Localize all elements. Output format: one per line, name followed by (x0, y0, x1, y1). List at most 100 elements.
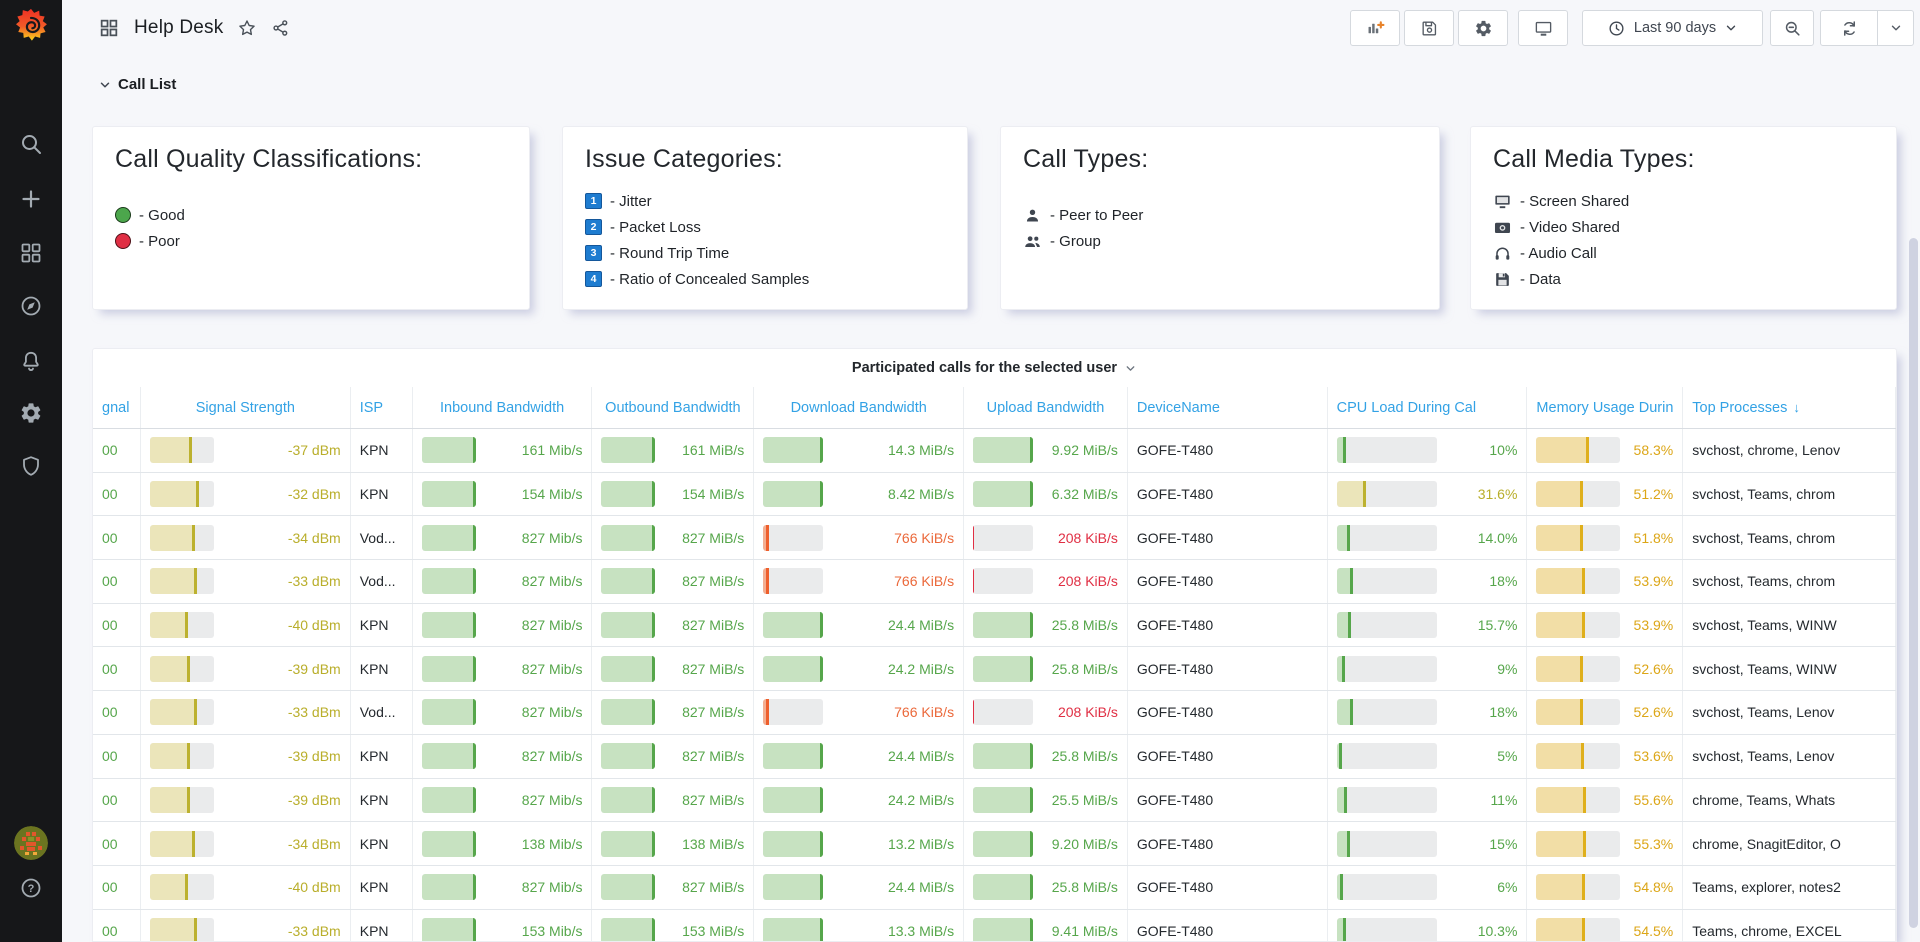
cell-signal: 00 (93, 473, 141, 516)
page-scrollbar[interactable] (1909, 238, 1918, 928)
time-range-picker[interactable]: Last 90 days (1582, 10, 1763, 46)
user-avatar[interactable] (14, 826, 48, 860)
legend-label: - Poor (139, 233, 180, 250)
gauge-bar (601, 699, 655, 725)
legend-label: - Screen Shared (1520, 193, 1629, 210)
cell-signal: 00 (93, 560, 141, 603)
cell-top: svchost, Teams, chrom (1683, 560, 1896, 603)
gauge-bar (422, 656, 476, 682)
cell-memory: 54.8% (1527, 866, 1683, 909)
add-panel-button[interactable] (1350, 10, 1400, 46)
table-header-row: gnalSignal StrengthISPInbound BandwidthO… (93, 387, 1896, 429)
cell-strength: -33 dBm (141, 910, 351, 942)
zoom-out-button[interactable] (1770, 10, 1814, 46)
column-header-memory[interactable]: Memory Usage Durin (1527, 387, 1683, 428)
table-row: 00-37 dBmKPN161 Mib/s161 MiB/s14.3 MiB/s… (93, 429, 1896, 473)
cell-device: GOFE-T480 (1128, 866, 1328, 909)
table-row: 00-39 dBmKPN827 Mib/s827 MiB/s24.4 MiB/s… (93, 735, 1896, 779)
cell-memory: 55.6% (1527, 779, 1683, 822)
dashboard-row-toggle[interactable]: Call List (98, 76, 176, 93)
column-header-inbound[interactable]: Inbound Bandwidth (413, 387, 593, 428)
dashboards-icon[interactable] (19, 241, 43, 265)
share-icon[interactable] (271, 18, 291, 38)
server-admin-shield-icon[interactable] (19, 454, 43, 478)
gauge-bar (1536, 743, 1620, 769)
column-header-top[interactable]: Top Processes↓ (1683, 387, 1896, 428)
gauge-bar (150, 481, 214, 507)
gauge-bar (422, 699, 476, 725)
gauge-bar (601, 831, 655, 857)
legend-item: - Good (115, 202, 507, 228)
column-header-download[interactable]: Download Bandwidth (754, 387, 964, 428)
cell-signal: 00 (93, 516, 141, 559)
column-header-outbound[interactable]: Outbound Bandwidth (592, 387, 754, 428)
cycle-view-mode-button[interactable] (1518, 10, 1568, 46)
help-icon[interactable]: ? (19, 876, 43, 900)
configuration-gear-icon[interactable] (19, 401, 43, 425)
cell-isp: KPN (351, 779, 413, 822)
legend-item: - Video Shared (1493, 214, 1874, 240)
gauge-bar (422, 437, 476, 463)
save-dashboard-button[interactable] (1404, 10, 1454, 46)
cell-cpu: 6% (1328, 866, 1528, 909)
cell-download: 766 KiB/s (754, 560, 964, 603)
legend-label: - Data (1520, 271, 1561, 288)
star-icon[interactable] (237, 18, 257, 38)
cell-isp: Vod... (351, 691, 413, 734)
cell-download: 13.3 MiB/s (754, 910, 964, 942)
grafana-logo[interactable] (11, 7, 51, 47)
gauge-bar (601, 568, 655, 594)
table-row: 00-40 dBmKPN827 Mib/s827 MiB/s24.4 MiB/s… (93, 866, 1896, 910)
column-header-cpu[interactable]: CPU Load During Cal (1328, 387, 1528, 428)
cell-isp: KPN (351, 735, 413, 778)
gauge-bar (973, 656, 1033, 682)
cell-inbound: 827 Mib/s (413, 516, 593, 559)
cell-upload: 25.5 MiB/s (964, 779, 1128, 822)
cell-outbound: 827 MiB/s (592, 691, 754, 734)
column-header-upload[interactable]: Upload Bandwidth (964, 387, 1128, 428)
panel-menu-caret-icon[interactable] (1124, 362, 1137, 375)
dashboard-settings-button[interactable] (1458, 10, 1508, 46)
column-header-isp[interactable]: ISP (351, 387, 413, 428)
explore-compass-icon[interactable] (19, 294, 43, 318)
column-header-strength[interactable]: Signal Strength (141, 387, 351, 428)
table-panel-title: Participated calls for the selected user (852, 360, 1117, 376)
panel-title: Call Types: (1023, 145, 1417, 174)
legend-item: 1- Jitter (585, 188, 945, 214)
gauge-bar (973, 437, 1033, 463)
alerting-bell-icon[interactable] (19, 349, 43, 373)
legend-label: - Video Shared (1520, 219, 1620, 236)
gauge-bar (150, 743, 214, 769)
issue-badge-2-icon: 2 (585, 219, 602, 235)
legend-label: - Round Trip Time (610, 245, 729, 262)
gauge-bar (1337, 699, 1437, 725)
cell-upload: 6.32 MiB/s (964, 473, 1128, 516)
cell-top: Teams, explorer, notes2 (1683, 866, 1896, 909)
gauge-bar (1536, 525, 1620, 551)
cell-cpu: 15.7% (1328, 604, 1528, 647)
gauge-bar (150, 656, 214, 682)
legend-label: - Audio Call (1520, 245, 1597, 262)
cell-upload: 9.41 MiB/s (964, 910, 1128, 942)
issue-badge-4-icon: 4 (585, 271, 602, 287)
gauge-bar (1337, 525, 1437, 551)
cell-inbound: 154 Mib/s (413, 473, 593, 516)
gauge-bar (763, 918, 823, 942)
cell-inbound: 827 Mib/s (413, 560, 593, 603)
gauge-bar (763, 743, 823, 769)
cell-device: GOFE-T480 (1128, 779, 1328, 822)
cell-isp: KPN (351, 473, 413, 516)
gauge-bar (601, 874, 655, 900)
search-icon[interactable] (19, 132, 43, 156)
page-title: Help Desk (134, 17, 223, 39)
refresh-interval-dropdown[interactable] (1877, 11, 1913, 45)
cell-download: 766 KiB/s (754, 691, 964, 734)
plus-icon[interactable] (19, 187, 43, 211)
cell-strength: -33 dBm (141, 691, 351, 734)
refresh-icon[interactable] (1821, 11, 1877, 45)
column-header-device[interactable]: DeviceName (1128, 387, 1328, 428)
cell-isp: KPN (351, 429, 413, 472)
gauge-bar (150, 874, 214, 900)
gauge-bar (150, 568, 214, 594)
column-header-signal[interactable]: gnal (93, 387, 141, 428)
